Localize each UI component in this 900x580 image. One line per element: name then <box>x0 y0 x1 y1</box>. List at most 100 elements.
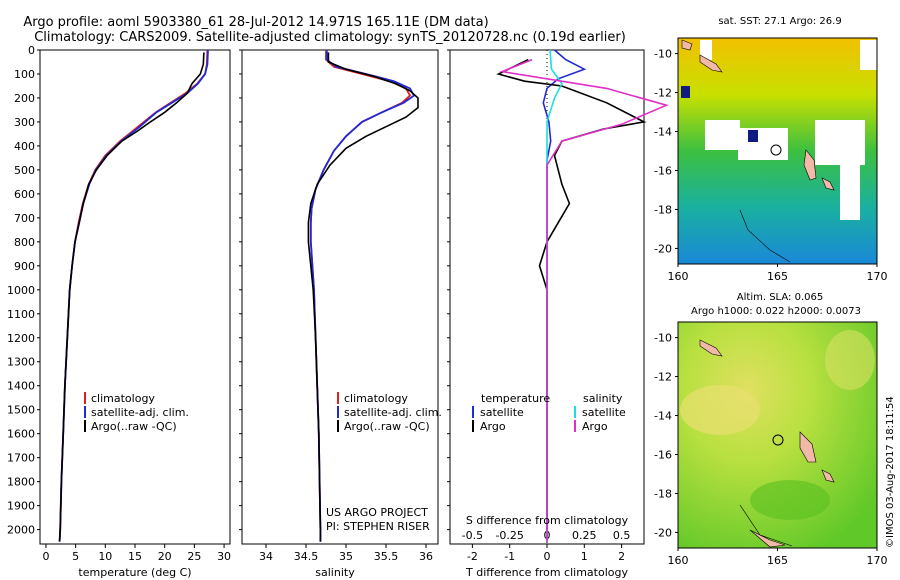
x-tick-label: 35 <box>339 550 353 563</box>
lat-tick-label: -16 <box>654 448 672 461</box>
legend-swatch-satellite <box>337 406 339 418</box>
sst-cloud-gap <box>860 40 877 70</box>
s-tick-label: -0.25 <box>495 529 523 542</box>
island-shape <box>803 149 817 181</box>
sst-cloud-gap <box>705 120 740 150</box>
sst-lon-axis: 160 165 170 <box>668 264 888 283</box>
sla-high-blob <box>680 385 760 435</box>
island-shape <box>799 431 817 463</box>
depth-tick-label: 1100 <box>7 308 35 321</box>
lat-tick-label: -14 <box>654 126 672 139</box>
temperature-panel: 0100200300400500600700800900100011001200… <box>7 44 450 579</box>
lat-tick-label: -12 <box>654 371 672 384</box>
x-tick-label: 36 <box>419 550 433 563</box>
lon-tick-label: 165 <box>767 554 788 567</box>
sla-high-blob <box>825 330 875 390</box>
depth-tick-label: 700 <box>14 212 35 225</box>
sla-map: Altim. SLA: 0.065 Argo h1000: 0.022 h200… <box>654 292 887 567</box>
series-line-argo-raw-qc- <box>58 52 205 542</box>
x-tick-label: 15 <box>128 550 142 563</box>
sst-cloud-gap <box>815 120 865 165</box>
x-tick-label: 34 <box>259 550 273 563</box>
salinity-legend: climatology satellite-adj. clim. Argo(..… <box>337 392 442 433</box>
legend-s-argo: Argo <box>582 420 608 433</box>
salinity-lines <box>307 50 419 542</box>
lat-tick-label: -10 <box>654 332 672 345</box>
legend-s-satellite: satellite <box>582 406 626 419</box>
depth-tick-label: 1400 <box>7 380 35 393</box>
salinity-diff-axis: -0.5 -0.25 0 0.25 0.5 <box>462 529 631 542</box>
legend-swatch-s-satellite <box>574 406 576 418</box>
depth-tick-label: 1600 <box>7 428 35 441</box>
island-shape <box>699 339 723 357</box>
sst-cold-pixel <box>681 86 690 98</box>
s-diff-xlabel: S difference from climatology <box>466 514 629 527</box>
depth-tick-label: 500 <box>14 164 35 177</box>
sla-lon-axis: 160 165 170 <box>668 548 888 567</box>
sla-low-blob <box>750 480 830 520</box>
depth-tick-label: 1800 <box>7 476 35 489</box>
legend-climatology: climatology <box>344 392 408 405</box>
temperature-legend: climatology satellite-adj. clim. Argo(..… <box>84 392 189 433</box>
x-tick-label: 1 <box>581 550 588 563</box>
series-line-argo-raw-qc- <box>307 52 419 542</box>
temperature-xlabel: temperature (deg C) <box>78 566 191 579</box>
sst-map: sat. SST: 27.1 Argo: 26.9 -10-12-14-16-1… <box>654 16 887 283</box>
sst-cloud-gap <box>738 128 788 160</box>
sla-lat-axis: -10 -12 -14 -16 -18 -20 <box>654 332 678 539</box>
island-shape <box>821 469 835 483</box>
sst-cold-pixel <box>748 130 758 142</box>
legend-swatch-t-argo <box>472 420 474 432</box>
depth-tick-label: 200 <box>14 92 35 105</box>
island-shape <box>681 39 693 51</box>
lon-tick-label: 170 <box>867 270 888 283</box>
island-shape <box>821 177 835 191</box>
island-shape <box>699 54 723 73</box>
depth-axis: 0 100 200 300 400 500 600 700 800 900 1000 1100 1200… <box>7 44 450 537</box>
lat-tick-label: -16 <box>654 164 672 177</box>
sst-cloud-gap <box>690 70 750 100</box>
imos-stamp: ©IMOS 03-Aug-2017 18:11:54 <box>885 396 896 548</box>
depth-tick-label: 300 <box>14 116 35 129</box>
sst-lat-axis: -10 -12 -14 -16 -18 -20 <box>654 48 678 255</box>
argo-location-marker <box>770 144 782 156</box>
x-tick-label: 0 <box>544 550 551 563</box>
legend-swatch-climatology <box>84 392 86 404</box>
lat-tick-label: -12 <box>654 87 672 100</box>
depth-tick-label: 0 <box>28 44 35 57</box>
x-tick-label: 34.5 <box>294 550 319 563</box>
series-line-satellite-adj-clim- <box>58 49 209 542</box>
depth-tick-label: 1900 <box>7 500 35 513</box>
legend-swatch-satellite <box>84 406 86 418</box>
s-tick-label: 0.25 <box>572 529 597 542</box>
temperature-lines <box>58 49 209 542</box>
lon-tick-label: 160 <box>668 554 689 567</box>
x-tick-label: 5 <box>72 550 79 563</box>
legend-satellite: satellite-adj. clim. <box>91 406 189 419</box>
lon-tick-label: 160 <box>668 270 689 283</box>
salinity-x-axis: 34 34.5 35 35.5 36 <box>259 544 433 563</box>
lon-tick-label: 165 <box>767 270 788 283</box>
sst-map-title: sat. SST: 27.1 Argo: 26.9 <box>718 16 841 27</box>
difference-x-axis: -2 -1 0 1 2 <box>467 544 625 563</box>
lat-tick-label: -18 <box>654 487 672 500</box>
legend-swatch-argo <box>337 420 339 432</box>
argo-location-marker <box>772 434 784 446</box>
depth-tick-label: 600 <box>14 188 35 201</box>
legend-argo: Argo(..raw -QC) <box>344 420 430 433</box>
legend-swatch-s-argo <box>574 420 576 432</box>
legend-climatology: climatology <box>91 392 155 405</box>
x-tick-label: 0 <box>42 550 49 563</box>
legend-swatch-climatology <box>337 392 339 404</box>
depth-tick-label: 1000 <box>7 284 35 297</box>
series-line-satellite-adj-clim- <box>309 50 416 542</box>
legend-swatch-t-satellite <box>472 406 474 418</box>
series-line-t-argo <box>496 58 647 542</box>
series-line-s-argo <box>499 58 669 542</box>
depth-tick-label: 1300 <box>7 356 35 369</box>
salinity-xlabel: salinity <box>315 566 355 579</box>
x-tick-label: 10 <box>98 550 112 563</box>
difference-legend: temperature satellite Argo salinity sate… <box>472 392 626 433</box>
difference-lines <box>496 49 669 542</box>
